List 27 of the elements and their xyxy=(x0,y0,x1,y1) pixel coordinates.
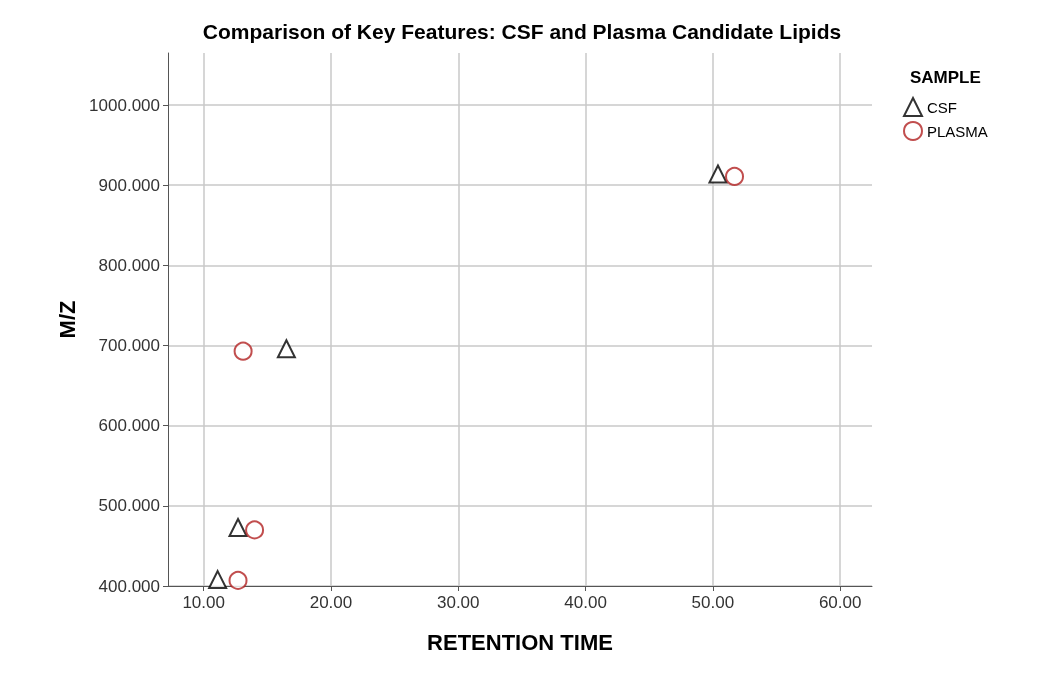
x-tick-label: 30.00 xyxy=(436,593,480,612)
legend-label: PLASMA xyxy=(927,122,988,140)
y-axis-title: M/Z xyxy=(54,300,80,339)
x-tick-label: 40.00 xyxy=(564,593,607,612)
chart-title: Comparison of Key Features: CSF and Plasma Candidate Lipids xyxy=(202,20,842,43)
x-tick-label: 10.00 xyxy=(182,593,225,612)
x-tick-label: 20.00 xyxy=(309,593,353,612)
y-tick-label: 800.000 xyxy=(98,255,160,275)
x-tick-label: 60.00 xyxy=(818,593,862,612)
point xyxy=(228,517,248,537)
point xyxy=(276,339,296,359)
point xyxy=(725,166,745,186)
y-tick-label: 900.000 xyxy=(98,175,160,195)
point xyxy=(245,520,265,540)
legend-title: SAMPLE xyxy=(910,68,981,87)
point xyxy=(708,164,728,184)
y-tick-label: 500.000 xyxy=(98,496,160,516)
y-tick-label: 700.000 xyxy=(98,336,160,356)
x-tick-label: 50.00 xyxy=(691,593,735,612)
point xyxy=(208,570,228,590)
y-tick-label: 1000.000 xyxy=(89,95,160,115)
legend-label: CSF xyxy=(927,98,957,116)
y-tick-label: 400.000 xyxy=(98,576,160,596)
point xyxy=(233,341,253,361)
point xyxy=(228,570,248,590)
y-tick-label: 600.000 xyxy=(98,416,160,436)
x-axis-title: RETENTION TIME xyxy=(427,629,613,655)
